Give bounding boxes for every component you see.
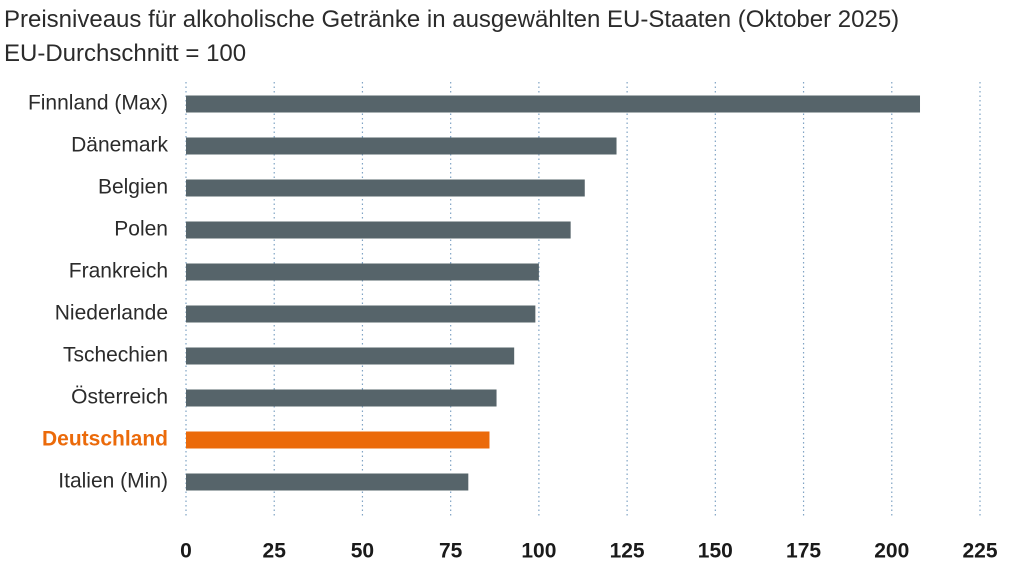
x-tick-label: 0 <box>180 540 192 563</box>
bar <box>186 473 469 491</box>
bar <box>186 389 497 407</box>
bar <box>186 179 585 197</box>
category-label: Italien (Min) <box>58 470 168 493</box>
x-axis-ticks: 0 25 50 75 100 125 150 175 200 225 <box>180 540 998 563</box>
x-tick-label: 200 <box>874 540 909 563</box>
bar <box>186 347 515 365</box>
category-label: Niederlande <box>55 302 168 325</box>
bars <box>186 95 921 491</box>
x-tick-label: 150 <box>698 540 733 563</box>
grid-lines <box>185 82 981 518</box>
x-tick-label: 50 <box>351 540 374 563</box>
category-label: Belgien <box>98 176 168 199</box>
category-label: Finnland (Max) <box>28 92 168 115</box>
bar <box>186 95 921 113</box>
x-tick-label: 125 <box>610 540 645 563</box>
x-tick-label: 75 <box>439 540 463 563</box>
bar <box>186 263 539 281</box>
category-labels: Finnland (Max) Dänemark Belgien Polen Frankr… <box>28 92 169 493</box>
chart-subtitle: EU-Durchschnitt = 100 <box>4 40 247 67</box>
category-label: Frankreich <box>69 260 168 283</box>
category-label: Deutschland <box>42 428 168 451</box>
bar <box>186 305 536 323</box>
x-tick-label: 225 <box>962 540 997 563</box>
category-label: Österreich <box>71 386 168 409</box>
category-label: Dänemark <box>71 134 168 157</box>
category-label: Polen <box>114 218 168 241</box>
bar-highlight <box>186 431 490 449</box>
bar <box>186 137 617 155</box>
chart-title: Preisniveaus für alkoholische Getränke i… <box>4 6 900 33</box>
category-label: Tschechien <box>63 344 168 367</box>
x-tick-label: 100 <box>521 540 556 563</box>
x-tick-label: 175 <box>786 540 821 563</box>
x-tick-label: 25 <box>263 540 287 563</box>
chart-header: Preisniveaus für alkoholische Getränke i… <box>4 3 1020 71</box>
bar <box>186 221 571 239</box>
